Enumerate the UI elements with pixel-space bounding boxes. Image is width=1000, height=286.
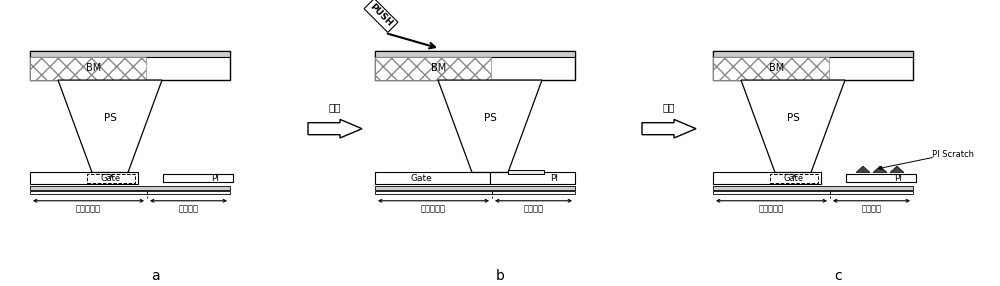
Bar: [713, 191, 913, 194]
Text: 恢复: 恢复: [663, 102, 675, 112]
Bar: [770, 174, 818, 183]
Bar: [713, 172, 821, 184]
Text: BM: BM: [769, 63, 784, 73]
Text: PI: PI: [550, 174, 558, 183]
Bar: [490, 172, 575, 184]
Bar: [375, 172, 490, 184]
Text: BM: BM: [86, 63, 101, 73]
Bar: [375, 191, 575, 194]
Polygon shape: [438, 80, 542, 172]
Text: BM: BM: [431, 63, 446, 73]
Text: PI: PI: [895, 174, 902, 182]
Bar: [846, 174, 916, 182]
Bar: [713, 57, 829, 80]
Text: Gate: Gate: [784, 174, 804, 183]
Text: Gate: Gate: [410, 174, 432, 183]
Bar: [30, 191, 230, 194]
Text: 非开口区域: 非开口区域: [76, 204, 101, 213]
Text: b: b: [496, 269, 504, 283]
Text: 非开口区域: 非开口区域: [421, 204, 446, 213]
Polygon shape: [58, 80, 162, 172]
Text: PI Scratch: PI Scratch: [932, 150, 974, 159]
Bar: [713, 186, 913, 190]
Text: c: c: [834, 269, 842, 283]
Text: Gate: Gate: [101, 174, 121, 183]
Text: 非口区域: 非口区域: [178, 204, 198, 213]
Bar: [713, 51, 913, 80]
Text: PS: PS: [104, 113, 116, 123]
Text: 非开口区域: 非开口区域: [759, 204, 784, 213]
Polygon shape: [856, 166, 870, 172]
Text: PS: PS: [787, 113, 799, 123]
Bar: [508, 170, 544, 174]
Text: 非口区域: 非口区域: [861, 204, 882, 213]
Bar: [30, 51, 230, 80]
Bar: [713, 51, 913, 57]
Bar: [163, 174, 233, 182]
Polygon shape: [741, 80, 845, 172]
Text: PI: PI: [212, 174, 220, 182]
Bar: [30, 172, 138, 184]
Bar: [30, 51, 230, 57]
Polygon shape: [873, 166, 887, 172]
FancyArrow shape: [308, 120, 362, 138]
Bar: [375, 186, 575, 190]
FancyArrow shape: [642, 120, 696, 138]
Bar: [87, 174, 135, 183]
Text: PUSH: PUSH: [368, 2, 394, 29]
Bar: [375, 51, 575, 80]
Text: PS: PS: [484, 113, 496, 123]
Bar: [375, 57, 491, 80]
Text: a: a: [151, 269, 159, 283]
Text: 错位: 错位: [329, 102, 341, 112]
Bar: [375, 51, 575, 57]
Bar: [30, 57, 146, 80]
Bar: [30, 186, 230, 190]
Polygon shape: [890, 166, 904, 172]
Text: 非口区域: 非口区域: [524, 204, 544, 213]
